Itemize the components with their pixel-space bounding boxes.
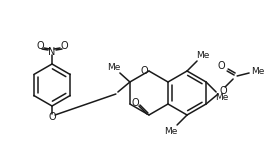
Text: Me: Me bbox=[107, 62, 121, 72]
Text: O: O bbox=[140, 66, 148, 76]
Text: Me: Me bbox=[251, 68, 265, 76]
Text: O: O bbox=[217, 61, 225, 71]
Text: Me: Me bbox=[215, 93, 229, 102]
Text: O: O bbox=[36, 41, 44, 51]
Text: O: O bbox=[131, 98, 139, 108]
Text: N: N bbox=[48, 47, 56, 57]
Text: O: O bbox=[48, 112, 56, 122]
Text: Me: Me bbox=[196, 51, 210, 60]
Text: O: O bbox=[219, 86, 227, 96]
Text: O: O bbox=[60, 41, 68, 51]
Text: Me: Me bbox=[164, 126, 178, 135]
